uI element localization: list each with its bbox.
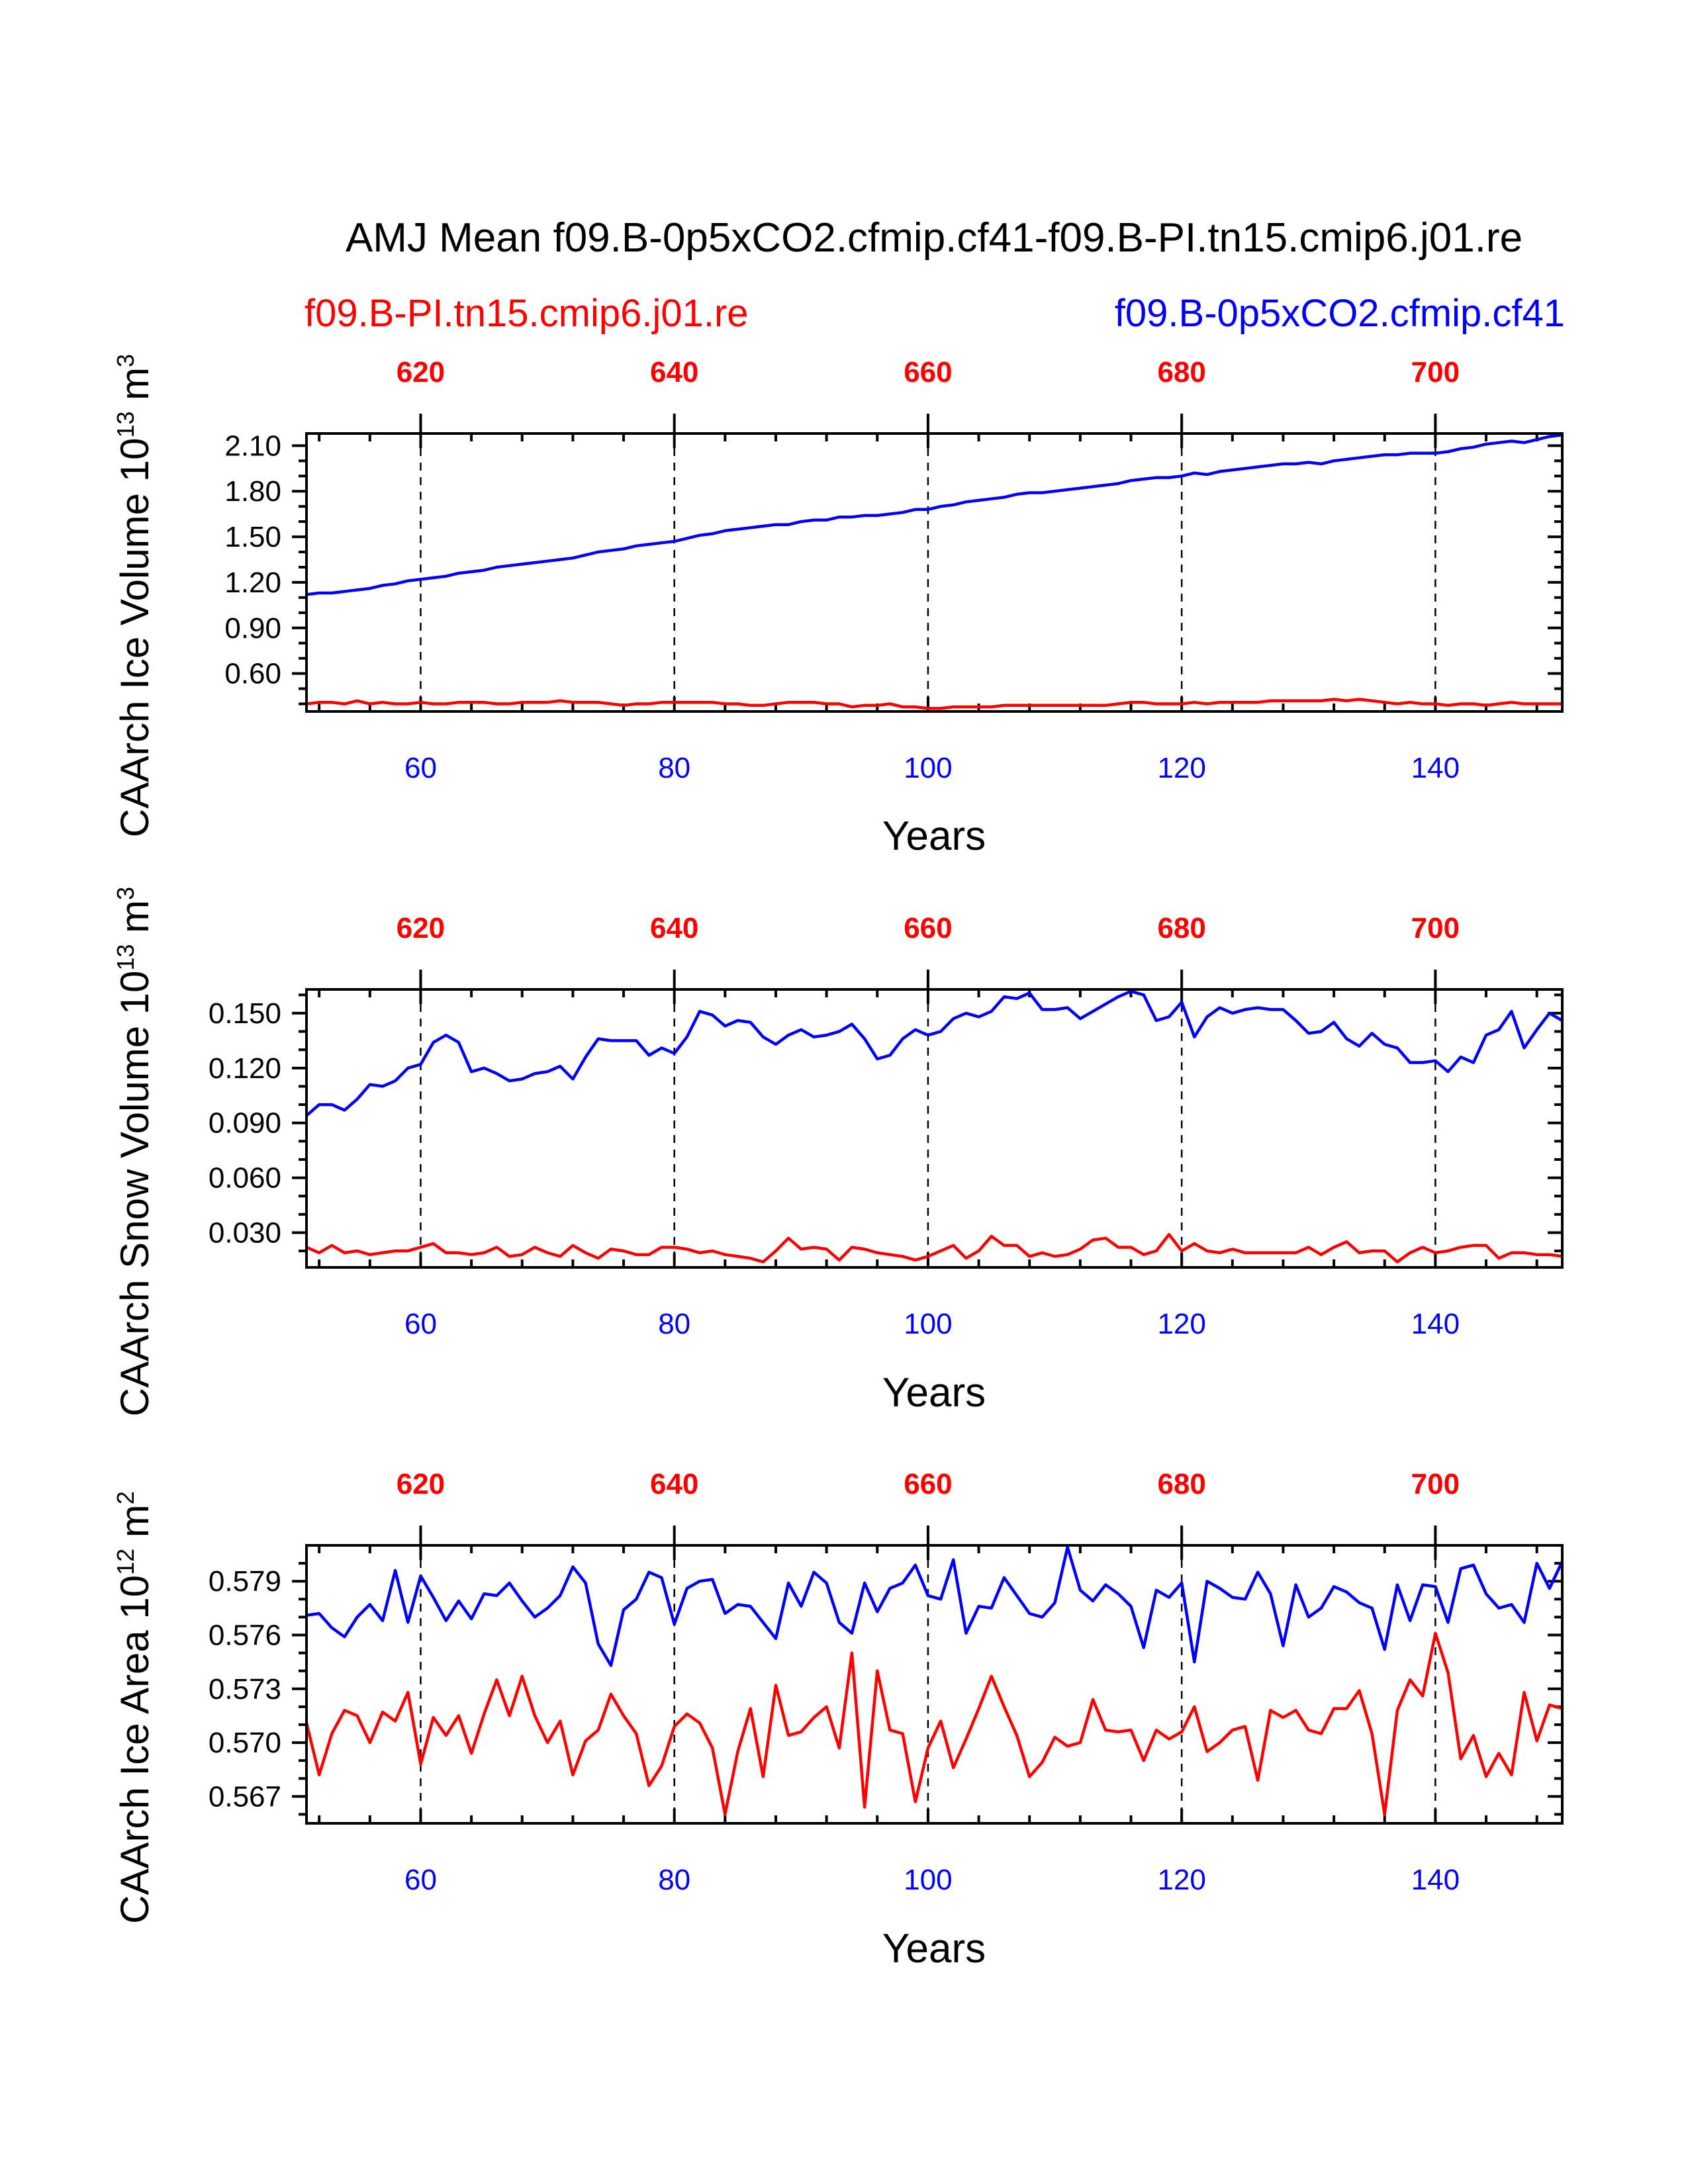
x-tick-label: 120	[1157, 1308, 1205, 1340]
x-tick-label: 100	[904, 1308, 952, 1340]
ylabel-ice-area: CAArch Ice Area 1012 m2	[112, 1491, 157, 1924]
y-tick-label: 0.576	[209, 1619, 281, 1651]
top-tick-label: 620	[397, 356, 445, 388]
x-tick-label: 140	[1411, 752, 1460, 784]
y-tick-label: 0.150	[209, 997, 281, 1030]
series-line-experiment	[306, 433, 1563, 596]
x-tick-label: 60	[404, 1308, 437, 1340]
series-line-experiment	[306, 1545, 1564, 1667]
panel-ice-volume: CAArch Ice Volume 1013 m3 Years 60 80 100 1…	[112, 354, 1564, 859]
series-line-experiment	[305, 989, 1564, 1117]
y-tick-label: 0.570	[209, 1727, 281, 1759]
xlabel-snow-volume: Years	[882, 1370, 986, 1416]
x-tick-label: 100	[904, 752, 952, 784]
y-tick-label: 0.060	[209, 1162, 281, 1195]
top-tick-label: 680	[1157, 1468, 1205, 1500]
y-tick-label: 0.120	[209, 1052, 281, 1085]
x-tick-label: 80	[658, 1864, 690, 1896]
y-tick-label: 0.567	[209, 1780, 281, 1813]
x-tick-label: 60	[404, 1864, 437, 1896]
xlabel-ice-volume: Years	[882, 813, 986, 859]
top-tick-label: 620	[397, 1468, 445, 1500]
series-line-control	[305, 1631, 1563, 1816]
series-line-control	[306, 698, 1562, 710]
x-tick-label: 120	[1157, 1864, 1205, 1896]
y-tick-label: 0.030	[209, 1217, 281, 1250]
top-tick-label: 640	[650, 356, 698, 388]
y-tick-label: 0.579	[209, 1565, 281, 1598]
ylabel-snow-volume: CAArch Snow Volume 1013 m3	[112, 887, 157, 1416]
x-tick-label: 120	[1157, 752, 1205, 784]
plot-frame	[305, 988, 1564, 1269]
plot-frame	[305, 1544, 1564, 1825]
top-tick-label: 680	[1157, 356, 1205, 388]
top-tick-label: 680	[1157, 912, 1205, 944]
top-tick-label: 700	[1411, 1468, 1460, 1500]
y-tick-label: 2.10	[224, 430, 281, 462]
top-tick-label: 660	[904, 1468, 952, 1500]
x-tick-label: 60	[404, 752, 437, 784]
y-tick-label: 0.090	[209, 1107, 281, 1140]
legend-control: f09.B-PI.tn15.cmip6.j01.re	[305, 292, 749, 335]
x-tick-label: 140	[1411, 1864, 1460, 1896]
top-tick-label: 660	[904, 356, 952, 388]
y-tick-label: 0.60	[224, 658, 281, 690]
series-line-control	[306, 1233, 1563, 1263]
y-tick-label: 1.50	[224, 521, 281, 553]
top-tick-label: 640	[650, 1468, 698, 1500]
top-tick-label: 660	[904, 912, 952, 944]
y-tick-label: 1.20	[224, 567, 281, 599]
panel-ice-area: CAArch Ice Area 1012 m2 Years 60 80 100 120…	[112, 1468, 1564, 1972]
top-tick-label: 700	[1411, 912, 1460, 944]
top-tick-label: 700	[1411, 356, 1460, 388]
y-tick-label: 1.80	[224, 475, 281, 508]
chart-title: AMJ Mean f09.B-0p5xCO2.cfmip.cf41-f09.B-…	[346, 215, 1523, 261]
x-tick-label: 80	[658, 1308, 690, 1340]
ylabel-ice-volume: CAArch Ice Volume 1013 m3	[112, 354, 157, 837]
top-tick-label: 620	[397, 912, 445, 944]
y-tick-label: 0.573	[209, 1673, 281, 1706]
legend-experiment: f09.B-0p5xCO2.cfmip.cf41	[1115, 292, 1565, 335]
xlabel-ice-area: Years	[882, 1926, 986, 1972]
plot-frame	[305, 432, 1564, 713]
panel-snow-volume: CAArch Snow Volume 1013 m3 Years 60 80 100…	[112, 887, 1564, 1416]
x-tick-label: 100	[904, 1864, 952, 1896]
x-tick-label: 140	[1411, 1308, 1460, 1340]
y-tick-label: 0.90	[224, 612, 281, 645]
top-tick-label: 640	[650, 912, 698, 944]
x-tick-label: 80	[658, 752, 690, 784]
